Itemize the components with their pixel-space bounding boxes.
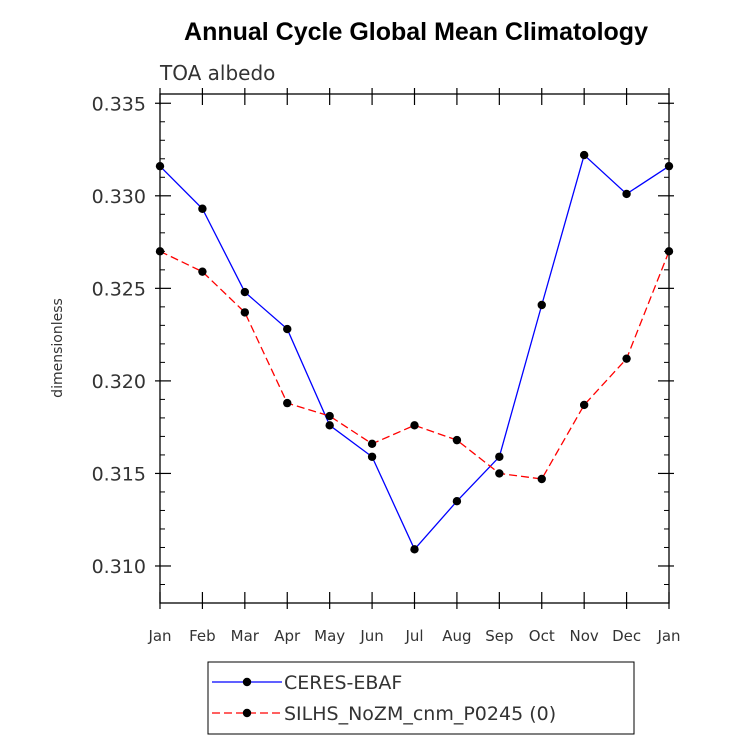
data-point-series-0	[495, 452, 504, 461]
y-tick-label: 0.310	[92, 556, 146, 578]
data-point-series-0	[283, 324, 292, 334]
axis-ticks: 0.310 0.315 0.320 0.325 0.330 0.335 Jan Feb Mar A…	[92, 88, 681, 645]
series-line-0	[159, 153, 670, 551]
data-point-series-1	[325, 411, 334, 421]
plot-frame	[159, 93, 670, 604]
y-tick-label: 0.335	[92, 93, 146, 115]
data-point-series-1	[452, 435, 462, 445]
x-tick-label: Jan	[147, 627, 171, 645]
y-tick-label: 0.330	[92, 186, 146, 208]
x-tick-label: Jul	[404, 627, 423, 645]
data-point-series-0	[664, 161, 674, 171]
y-tick-label: 0.315	[92, 463, 146, 485]
legend-label-0: CERES-EBAF	[284, 672, 402, 694]
data-point-series-0	[367, 452, 377, 461]
data-point-series-1	[579, 400, 589, 410]
data-point-series-0	[410, 545, 419, 554]
chart-subtitle: TOA albedo	[159, 61, 275, 85]
series-layer	[155, 150, 674, 554]
legend-marker-0	[242, 677, 252, 687]
legend-marker-1	[242, 708, 252, 718]
data-point-series-1	[622, 354, 631, 363]
data-point-series-1	[664, 247, 674, 256]
series-line-1	[159, 250, 670, 480]
data-point-series-0	[452, 497, 462, 506]
legend-label-1: SILHS_NoZM_cnm_P0245 (0)	[284, 703, 556, 725]
data-point-series-0	[622, 189, 631, 199]
data-point-series-1	[283, 398, 292, 408]
data-point-series-1	[198, 267, 207, 276]
data-point-series-1	[367, 439, 377, 449]
data-point-series-0	[579, 150, 589, 160]
y-tick-label: 0.325	[92, 278, 146, 300]
data-point-series-1	[495, 469, 504, 478]
x-tick-label: Feb	[189, 627, 216, 645]
x-tick-label: Jun	[359, 627, 383, 645]
data-point-series-0	[325, 421, 334, 430]
y-tick-label: 0.320	[92, 371, 146, 393]
data-point-series-1	[155, 247, 165, 256]
chart-title: Annual Cycle Global Mean Climatology	[184, 18, 648, 46]
legend-box	[207, 661, 635, 735]
x-tick-label: May	[314, 627, 345, 645]
data-point-series-0	[198, 204, 207, 213]
x-tick-label: Jan	[656, 627, 680, 645]
x-tick-label: Apr	[274, 627, 301, 645]
x-tick-label: Oct	[529, 627, 555, 645]
x-tick-label: Mar	[231, 627, 260, 645]
data-point-series-1	[410, 421, 419, 430]
x-tick-label: Sep	[485, 627, 513, 645]
x-tick-label: Aug	[442, 627, 471, 645]
data-point-series-1	[537, 474, 546, 484]
y-axis-label: dimensionless	[50, 298, 66, 398]
data-point-series-0	[155, 161, 165, 171]
data-point-series-1	[240, 308, 250, 317]
x-tick-label: Dec	[612, 627, 641, 645]
data-point-series-0	[537, 300, 546, 310]
x-tick-label: Nov	[570, 627, 599, 645]
data-point-series-0	[240, 287, 250, 297]
legend: CERES-EBAF SILHS_NoZM_cnm_P0245 (0)	[207, 661, 635, 735]
